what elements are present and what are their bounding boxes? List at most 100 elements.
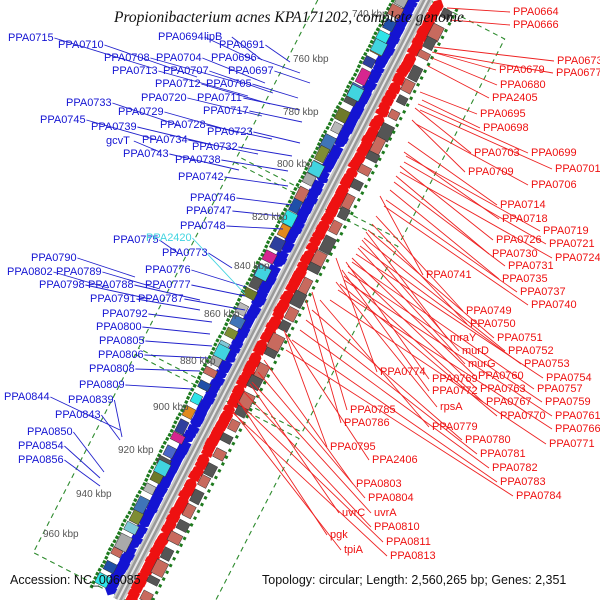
forward-gene-label[interactable]: PPA0705 [206,78,252,90]
reverse-gene-label[interactable]: PPA0763 [480,383,526,395]
reverse-gene-label[interactable]: PPA0719 [543,225,589,237]
forward-gene-label[interactable]: PPA0732 [192,141,238,153]
reverse-feature-box[interactable] [416,48,432,62]
forward-gene-label[interactable]: PPA0738 [175,154,221,166]
forward-gene-label[interactable]: PPA0844 [4,391,50,403]
reverse-gene-label[interactable]: PPA0769 [432,373,478,385]
reverse-gene-label[interactable]: PPA0804 [368,492,414,504]
forward-feature-box[interactable] [393,0,411,9]
reverse-gene-label[interactable]: PPA0785 [350,404,396,416]
reverse-feature-box[interactable] [197,474,212,489]
forward-gene-label[interactable]: PPA0743 [123,148,169,160]
reverse-gene-label[interactable]: PPA0771 [549,438,595,450]
reverse-gene-label[interactable]: uvrC [342,507,365,519]
forward-gene-label[interactable]: PPA0798 [39,279,85,291]
reverse-gene-label[interactable]: PPA0726 [496,234,542,246]
reverse-gene-label[interactable]: PPA0759 [545,396,591,408]
forward-feature-box[interactable] [94,571,112,589]
highlighted-feature-box[interactable] [346,83,365,103]
forward-gene-label[interactable]: PPA0788 [88,279,134,291]
reverse-gene-label[interactable]: murG [468,358,496,370]
forward-gene-label[interactable]: PPA0733 [66,97,112,109]
forward-feature-box[interactable] [301,171,317,187]
forward-gene-label[interactable]: PPA0789 [56,266,102,278]
reverse-feature-box[interactable] [439,7,453,21]
forward-gene-label[interactable]: PPA0728 [160,119,206,131]
forward-gene-label[interactable]: PPA0808 [89,363,135,375]
reverse-feature-box[interactable] [289,289,308,309]
reverse-feature-box[interactable] [422,35,438,52]
forward-feature-box[interactable] [386,3,405,20]
reverse-gene-arrow[interactable] [305,243,318,254]
forward-gene-label[interactable]: PPA0729 [118,106,164,118]
forward-feature-box[interactable] [142,482,157,496]
reverse-strand-features[interactable] [118,0,459,600]
highlighted-feature-box[interactable] [369,38,389,57]
reverse-gene-label[interactable]: PPA0766 [555,423,600,435]
reverse-gene-label[interactable]: PPA0779 [432,421,478,433]
reverse-feature-box[interactable] [283,305,300,323]
forward-gene-label[interactable]: PPA0707 [163,65,209,77]
forward-gene-label[interactable]: PPA0697 [228,65,274,77]
reverse-gene-label[interactable]: rpsA [440,401,463,413]
forward-feature-box[interactable] [288,197,304,215]
forward-feature-box[interactable] [330,121,344,135]
reverse-gene-arrow[interactable] [375,108,387,118]
forward-feature-box[interactable] [102,559,118,575]
reverse-gene-arrow[interactable] [381,96,394,106]
reverse-feature-box[interactable] [277,319,292,333]
forward-gene-label[interactable]: PPA0694 [158,31,204,43]
reverse-feature-box[interactable] [407,64,424,83]
forward-gene-label[interactable]: gcvT [106,135,130,147]
forward-feature-box[interactable] [280,209,299,228]
forward-gene-label[interactable]: PPA0748 [180,220,226,232]
reverse-gene-label[interactable]: PPA0741 [426,269,472,281]
reverse-gene-label[interactable]: PPA0749 [466,305,512,317]
forward-gene-label[interactable]: PPA0711 [197,92,242,104]
reverse-feature-box[interactable] [203,462,219,479]
reverse-gene-label[interactable]: PPA0760 [478,370,524,382]
reverse-gene-arrow[interactable] [259,333,272,344]
forward-gene-label[interactable]: PPA0776 [145,264,191,276]
forward-gene-label[interactable]: PPA0809 [79,379,125,391]
reverse-gene-label[interactable]: PPA0786 [344,417,390,429]
reverse-feature-box[interactable] [189,488,205,506]
reverse-gene-label[interactable]: PPA0714 [500,199,546,211]
forward-gene-label[interactable]: PPA0710 [58,39,104,51]
reverse-gene-label[interactable]: PPA0724 [555,252,600,264]
reverse-gene-label[interactable]: PPA0757 [537,383,583,395]
reverse-feature-box[interactable] [159,546,175,562]
reverse-gene-label[interactable]: PPA0784 [516,490,562,502]
forward-gene-label[interactable]: PPA0802 [7,266,53,278]
forward-gene-label[interactable]: PPA0790 [31,252,77,264]
reverse-feature-box[interactable] [246,374,264,392]
reverse-feature-box[interactable] [175,518,191,533]
forward-gene-label[interactable]: lipB [204,31,222,43]
forward-gene-label[interactable]: PPA0720 [141,92,187,104]
reverse-gene-label[interactable]: PPA0730 [492,248,538,260]
forward-gene-label[interactable]: PPA0800 [96,321,142,333]
forward-feature-box[interactable] [162,444,178,460]
forward-gene-label[interactable]: PPA0708 [104,52,150,64]
reverse-gene-label[interactable]: PPA0680 [500,79,546,91]
reverse-gene-label[interactable]: PPA0754 [546,372,592,384]
forward-gene-label[interactable]: PPA0734 [142,134,188,146]
reverse-gene-label[interactable]: PPA0811 [386,536,431,548]
highlighted-feature-box[interactable] [307,160,326,179]
forward-gene-label[interactable]: PPA0839 [68,394,114,406]
forward-gene-label[interactable]: PPA0704 [156,52,202,64]
forward-gene-label[interactable]: PPA0775 [113,234,159,246]
forward-feature-box[interactable] [381,17,397,33]
reverse-gene-label[interactable]: PPA0666 [513,19,559,31]
forward-gene-label[interactable]: PPA0739 [91,121,137,133]
forward-feature-box[interactable] [333,106,351,124]
forward-gene-label[interactable]: PPA0745 [40,114,86,126]
highlighted-gene-label[interactable]: PPA2420 [146,232,192,244]
forward-gene-label[interactable]: PPA0773 [162,247,208,259]
forward-feature-box[interactable] [123,520,140,536]
reverse-gene-label[interactable]: PPA0780 [465,434,511,446]
forward-feature-box[interactable] [181,405,197,420]
reverse-gene-label[interactable]: PPA0810 [374,521,420,533]
